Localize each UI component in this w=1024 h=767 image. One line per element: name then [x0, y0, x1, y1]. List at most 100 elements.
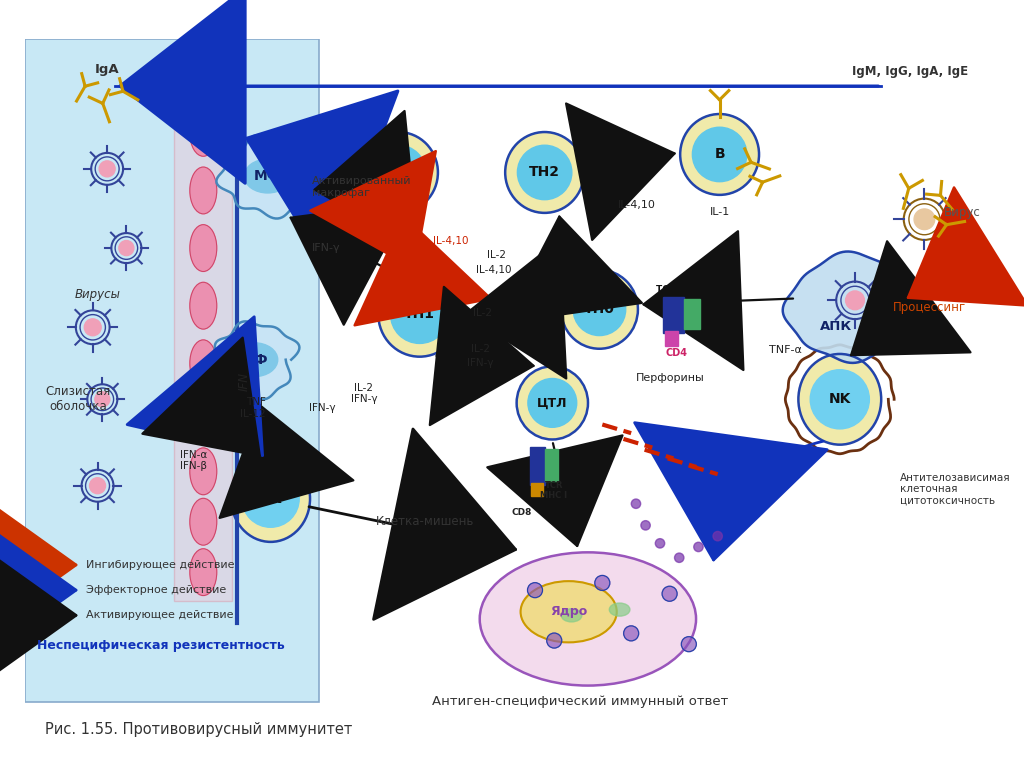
Text: TNF-α: TNF-α	[769, 345, 802, 355]
Text: ТН0: ТН0	[584, 302, 614, 316]
Text: IL-4,10: IL-4,10	[476, 265, 511, 275]
Text: CD8: CD8	[512, 509, 532, 518]
Ellipse shape	[189, 340, 217, 387]
Ellipse shape	[680, 114, 759, 195]
Text: IFN-γ: IFN-γ	[467, 358, 494, 368]
Ellipse shape	[378, 272, 461, 357]
Ellipse shape	[372, 145, 426, 199]
Text: Процессинг: Процессинг	[893, 301, 966, 314]
Ellipse shape	[573, 283, 626, 336]
Text: IL-1: IL-1	[710, 207, 730, 217]
Circle shape	[914, 209, 935, 229]
Circle shape	[713, 532, 722, 541]
Text: Неспецифическая резистентность: Неспецифическая резистентность	[37, 639, 285, 652]
Ellipse shape	[189, 282, 217, 329]
Text: NK: NK	[259, 492, 282, 505]
Text: Активирующее действие: Активирующее действие	[86, 611, 233, 621]
Text: В: В	[715, 147, 725, 161]
Text: ЦТЛ: ЦТЛ	[537, 397, 567, 410]
Text: ТН1: ТН1	[404, 308, 435, 321]
Text: ТН: ТН	[388, 159, 410, 173]
Text: Ингибирующее действие: Ингибирующее действие	[86, 560, 234, 570]
Ellipse shape	[231, 456, 310, 542]
Text: IFN-α
IFN-β: IFN-α IFN-β	[180, 449, 207, 471]
Text: IFN-γ: IFN-γ	[390, 236, 417, 246]
Circle shape	[89, 478, 105, 494]
Text: Ядро: Ядро	[550, 605, 588, 618]
Circle shape	[655, 538, 665, 548]
Ellipse shape	[517, 145, 571, 199]
Text: Рис. 1.55. Противовирусный иммунитет: Рис. 1.55. Противовирусный иммунитет	[45, 722, 352, 736]
Circle shape	[527, 583, 543, 597]
Polygon shape	[782, 252, 910, 363]
Text: Эффекторное действие: Эффекторное действие	[86, 585, 226, 595]
Text: TCR
MHC I: TCR MHC I	[541, 481, 567, 500]
Circle shape	[675, 553, 684, 562]
Text: Антиген-специфический иммунный ответ: Антиген-специфический иммунный ответ	[432, 695, 728, 708]
Circle shape	[846, 291, 864, 310]
Ellipse shape	[609, 603, 630, 616]
Text: памяти: памяти	[379, 179, 419, 189]
Text: IL-2
IFN-γ: IL-2 IFN-γ	[350, 383, 377, 404]
Text: IL-4,10: IL-4,10	[433, 236, 468, 246]
Ellipse shape	[390, 285, 449, 344]
Ellipse shape	[692, 127, 746, 182]
Bar	[529, 447, 545, 485]
Ellipse shape	[799, 354, 882, 445]
Text: IL-2: IL-2	[487, 250, 506, 260]
Circle shape	[641, 521, 650, 530]
Text: TNF
IL-12: TNF IL-12	[241, 397, 266, 419]
Circle shape	[595, 575, 610, 591]
Ellipse shape	[189, 499, 217, 545]
Text: Активированный
макрофаг: Активированный макрофаг	[312, 176, 412, 198]
Circle shape	[681, 637, 696, 652]
Polygon shape	[207, 321, 299, 400]
Text: Вирусы: Вирусы	[75, 288, 121, 301]
Bar	[545, 449, 558, 481]
Ellipse shape	[359, 132, 438, 213]
Ellipse shape	[230, 343, 278, 377]
Text: Перфорины: Перфорины	[636, 373, 705, 383]
Circle shape	[119, 241, 134, 255]
Text: МФ: МФ	[254, 169, 282, 183]
Ellipse shape	[189, 397, 217, 444]
Ellipse shape	[505, 132, 584, 213]
Ellipse shape	[189, 448, 217, 495]
Text: Клетка-мишень: Клетка-мишень	[377, 515, 475, 528]
Polygon shape	[26, 39, 318, 702]
Polygon shape	[174, 90, 232, 601]
Ellipse shape	[189, 167, 217, 214]
Circle shape	[631, 499, 641, 509]
Ellipse shape	[520, 581, 616, 642]
Text: TCR MHC II: TCR MHC II	[655, 285, 712, 294]
Text: IFN-γ: IFN-γ	[309, 403, 336, 413]
Text: IL-2: IL-2	[473, 308, 492, 318]
Bar	[665, 331, 678, 346]
Text: IL-4,10: IL-4,10	[618, 200, 655, 210]
Ellipse shape	[189, 225, 217, 272]
Text: МФ: МФ	[241, 353, 268, 367]
Text: IgM, IgG, IgA, IgE: IgM, IgG, IgA, IgE	[852, 65, 968, 78]
Ellipse shape	[561, 270, 638, 349]
Circle shape	[99, 161, 115, 177]
Polygon shape	[216, 135, 316, 219]
Circle shape	[95, 392, 110, 407]
Text: Вирус: Вирус	[944, 206, 980, 219]
Ellipse shape	[189, 110, 217, 156]
Ellipse shape	[517, 367, 588, 439]
Circle shape	[624, 626, 639, 641]
Ellipse shape	[810, 370, 869, 429]
Circle shape	[84, 319, 101, 336]
Text: Слизистая
оболочка: Слизистая оболочка	[46, 385, 111, 413]
Text: IFN: IFN	[239, 372, 251, 391]
Ellipse shape	[245, 160, 291, 193]
Bar	[531, 483, 543, 496]
Circle shape	[694, 542, 703, 551]
Bar	[663, 297, 684, 333]
Circle shape	[547, 633, 562, 648]
Text: IgA: IgA	[95, 63, 120, 76]
Text: NK: NK	[828, 392, 851, 407]
Text: IL-2: IL-2	[471, 344, 489, 354]
Ellipse shape	[189, 548, 217, 595]
Ellipse shape	[242, 470, 299, 527]
